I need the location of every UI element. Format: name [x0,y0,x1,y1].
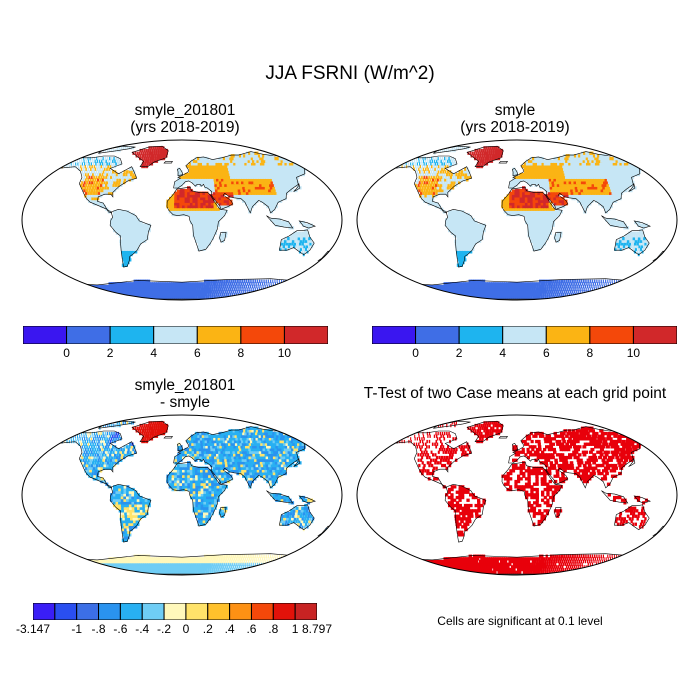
colorbar-box [33,603,56,620]
colorbar-box [589,326,634,344]
colorbar-tick-label: 8.797 [301,622,333,636]
colorbar-panel2-boxes [372,326,677,344]
colorbar-tick-label: 0 [412,346,419,360]
colorbar-box [294,603,317,620]
colorbar-box [185,603,209,620]
colorbar-tick-label: -3.147 [15,622,51,636]
colorbar-tick-label: 8 [237,346,245,360]
colorbar-box [415,326,460,344]
colorbar-tick-label: 8 [586,346,594,360]
colorbar-box [109,326,155,344]
colorbar-difference-boxes [33,603,317,620]
colorbar-box [240,326,285,344]
colorbar-box [153,326,198,344]
panel4-title-line1: T-Test of two Case means at each grid po… [363,385,667,402]
colorbar-box [250,603,274,620]
colorbar-box [141,603,165,620]
significance-note: Cells are significant at 0.1 level [437,614,603,628]
colorbar-box [207,603,231,620]
map-panel-smyle [356,139,678,301]
colorbar-tick-label: 10 [277,346,292,360]
panel3-title-line1: smyle_201801 [134,377,236,394]
colorbar-tick-label: 2 [455,346,463,360]
colorbar-box [283,326,328,344]
colorbar-tick-label: .8 [268,622,279,636]
map-panel-ttest [356,414,678,576]
colorbar-panel1: 0 2 4 6 8 10 [23,326,328,362]
colorbar-box [458,326,504,344]
panel3-title: smyle_201801 - smyle [15,377,355,411]
colorbar-box [66,326,111,344]
map-panel-smyle-201801 [21,139,343,301]
colorbar-box [272,603,296,620]
figure-title: JJA FSRNI (W/m^2) [265,63,435,84]
colorbar-tick-label: .4 [224,622,235,636]
colorbar-tick-label: 1 [291,622,299,636]
colorbar-box [502,326,547,344]
colorbar-tick-label: 4 [150,346,158,360]
colorbar-tick-label: 10 [626,346,641,360]
colorbar-tick-label: -1 [71,622,83,636]
colorbar-box [119,603,143,620]
colorbar-panel2-ticks: 0 2 4 6 8 10 [372,346,677,362]
panel1-title: smyle_201801 (yrs 2018-2019) [15,102,355,136]
colorbar-difference-ticks: -3.147 -1 -.8 -.6 -.4 -.2 0 .2 .4 .6 .8 1 8.797 [16,622,332,638]
colorbar-box [98,603,121,620]
colorbar-box [76,603,100,620]
colorbar-box [23,326,68,344]
colorbar-tick-label: 6 [542,346,550,360]
colorbar-tick-label: 4 [499,346,507,360]
panel2-title-line2: (yrs 2018-2019) [460,119,570,136]
colorbar-tick-label: -.4 [135,622,150,636]
colorbar-box [372,326,417,344]
panel2-title: smyle (yrs 2018-2019) [345,102,685,136]
colorbar-tick-label: .6 [246,622,257,636]
panel1-title-line1: smyle_201801 [134,102,236,119]
colorbar-panel1-boxes [23,326,328,344]
panel3-title-line2: - smyle [160,394,210,411]
colorbar-box [229,603,252,620]
colorbar-panel1-ticks: 0 2 4 6 8 10 [23,346,328,362]
panel1-title-line2: (yrs 2018-2019) [130,119,240,136]
colorbar-tick-label: 2 [106,346,114,360]
map-panel-difference [21,414,343,576]
colorbar-tick-label: -.8 [91,622,106,636]
colorbar-box [196,326,242,344]
colorbar-box [163,603,187,620]
colorbar-difference: -3.147 -1 -.8 -.6 -.4 -.2 0 .2 .4 .6 .8 1 8.797 [16,603,332,639]
panel2-title-line1: smyle [494,102,536,119]
colorbar-box [54,603,78,620]
colorbar-tick-label: 0 [182,622,190,636]
colorbar-panel2: 0 2 4 6 8 10 [372,326,677,362]
colorbar-box [545,326,591,344]
colorbar-tick-label: -.2 [157,622,172,636]
colorbar-tick-label: .2 [202,622,213,636]
panel4-title: T-Test of two Case means at each grid po… [345,385,685,402]
colorbar-tick-label: -.6 [113,622,128,636]
colorbar-box [632,326,677,344]
colorbar-tick-label: 6 [193,346,201,360]
colorbar-tick-label: 0 [63,346,70,360]
